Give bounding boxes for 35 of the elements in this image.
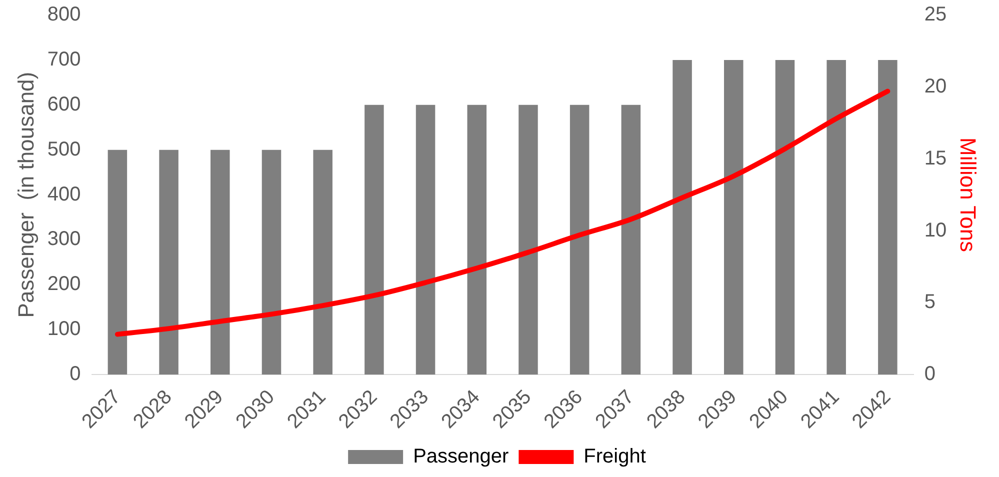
bar bbox=[621, 104, 641, 375]
bar bbox=[518, 104, 538, 375]
y2-tick-label: 10 bbox=[924, 219, 947, 242]
bar bbox=[364, 104, 384, 375]
y-tick-label: 300 bbox=[47, 228, 81, 250]
bar bbox=[826, 60, 846, 375]
y2-tick-label: 0 bbox=[924, 363, 936, 386]
y-tick-label: 200 bbox=[47, 273, 81, 296]
legend-label: Freight bbox=[584, 446, 646, 468]
bar bbox=[262, 150, 282, 375]
y2-tick-label: 20 bbox=[924, 75, 947, 98]
bar bbox=[570, 104, 590, 375]
y2-tick-label: 15 bbox=[924, 147, 947, 170]
y-tick-label: 500 bbox=[47, 138, 81, 160]
y2-tick-label: 5 bbox=[924, 291, 936, 314]
bar bbox=[108, 150, 128, 375]
bar bbox=[210, 150, 230, 375]
bar bbox=[775, 60, 795, 375]
y-tick-label: 600 bbox=[47, 93, 81, 116]
bar bbox=[672, 60, 692, 375]
y2-tick-label: 25 bbox=[924, 4, 947, 26]
y-tick-label: 800 bbox=[47, 4, 81, 26]
legend-label: Passenger bbox=[413, 446, 510, 468]
y-axis-title: Passenger (in thousand) bbox=[13, 72, 38, 318]
y-tick-label: 400 bbox=[47, 183, 81, 206]
bar bbox=[724, 60, 744, 375]
bar bbox=[159, 150, 178, 375]
y2-axis-title: Million Tons bbox=[956, 138, 981, 252]
y-tick-label: 100 bbox=[47, 318, 81, 340]
bar bbox=[467, 104, 487, 375]
y-tick-label: 700 bbox=[47, 48, 81, 70]
bar bbox=[878, 60, 898, 375]
bar bbox=[313, 150, 332, 375]
y-tick-label: 0 bbox=[70, 363, 81, 386]
bar bbox=[416, 104, 436, 375]
